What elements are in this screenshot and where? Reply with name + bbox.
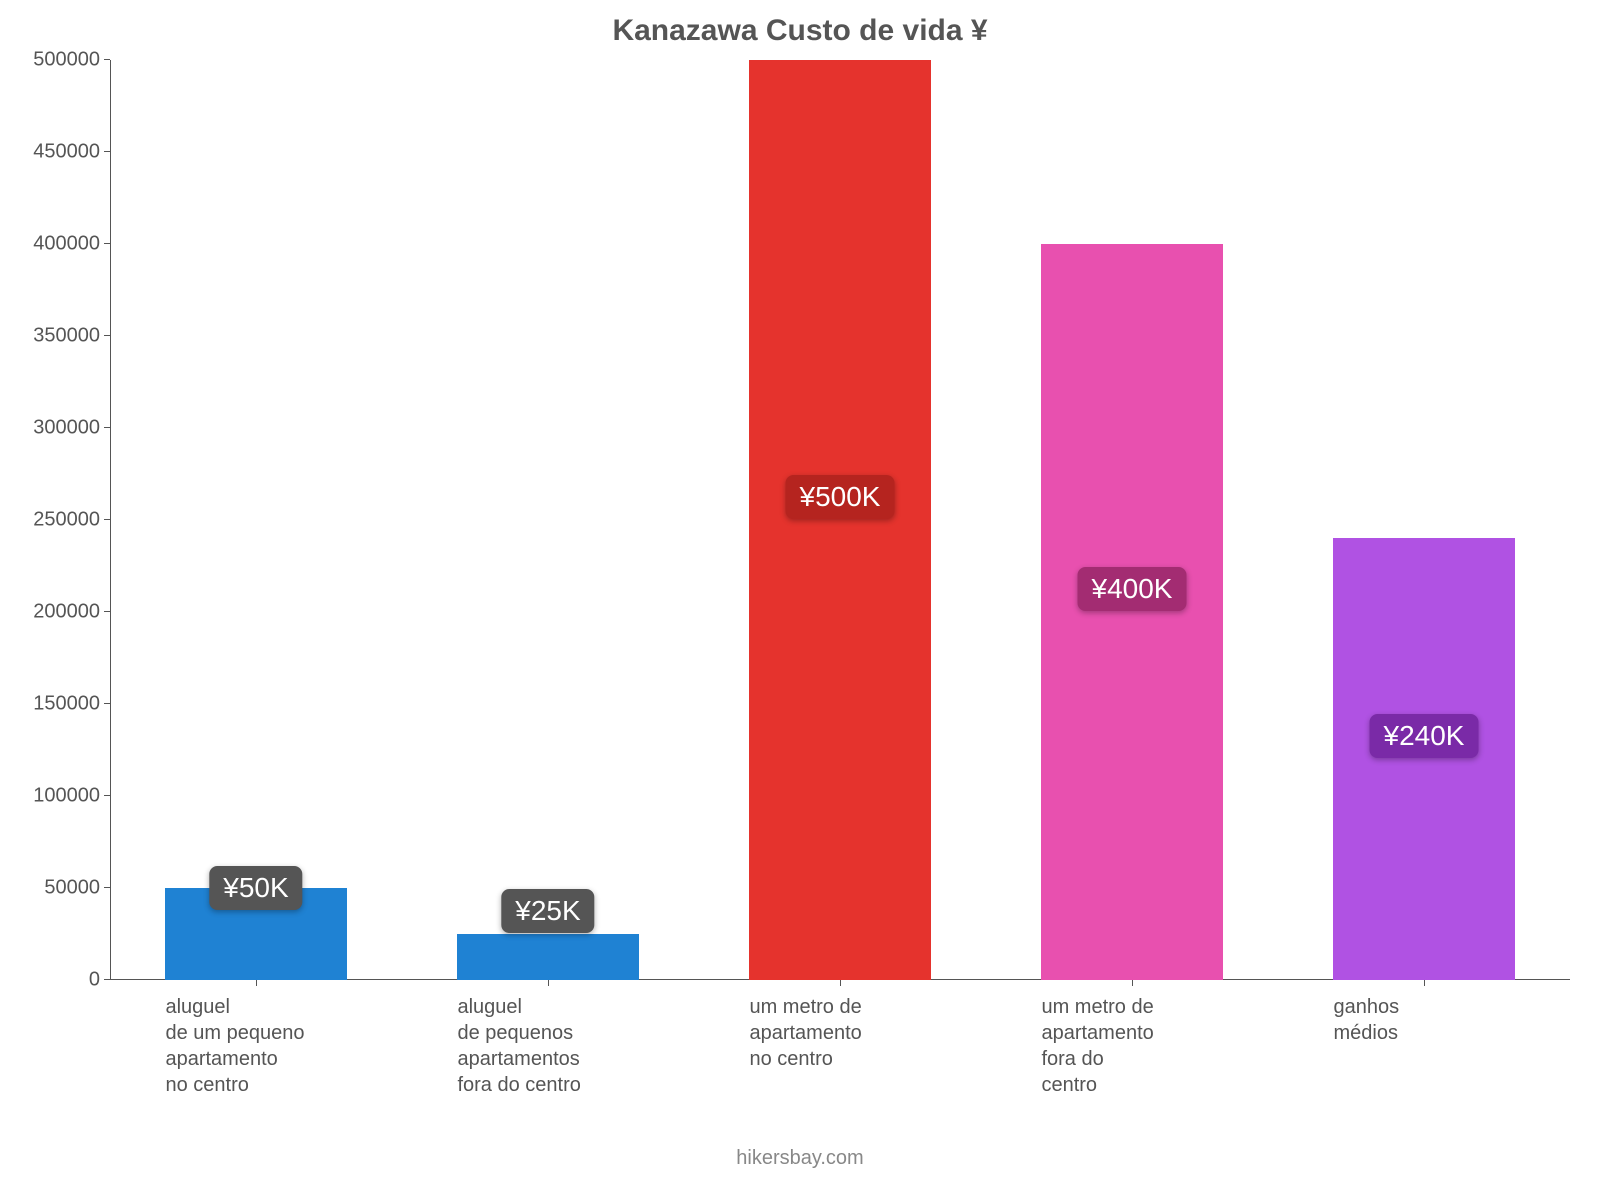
y-tick-label: 450000: [33, 141, 110, 164]
bar-value-badge: ¥240K: [1370, 714, 1479, 758]
x-tick-mark: [1424, 980, 1425, 986]
y-tick-label: 100000: [33, 785, 110, 808]
y-tick-mark: [104, 519, 110, 520]
y-tick-mark: [104, 887, 110, 888]
y-tick-mark: [104, 59, 110, 60]
y-tick-mark: [104, 243, 110, 244]
y-tick-label: 150000: [33, 693, 110, 716]
bar-value-badge: ¥25K: [501, 889, 594, 933]
credit-text: hikersbay.com: [0, 1147, 1600, 1170]
x-tick-label: um metro de apartamento no centro: [749, 980, 970, 1072]
y-tick-mark: [104, 611, 110, 612]
y-tick-mark: [104, 335, 110, 336]
chart-title: Kanazawa Custo de vida ¥: [0, 14, 1600, 48]
x-tick-label: aluguel de um pequeno apartamento no cen…: [165, 980, 386, 1098]
bar: ¥400K: [1041, 244, 1222, 980]
x-tick-label: aluguel de pequenos apartamentos fora do…: [457, 980, 678, 1098]
y-tick-mark: [104, 703, 110, 704]
y-tick-label: 300000: [33, 417, 110, 440]
y-tick-mark: [104, 979, 110, 980]
x-tick-mark: [1132, 980, 1133, 986]
y-tick-label: 250000: [33, 509, 110, 532]
y-tick-label: 200000: [33, 601, 110, 624]
x-tick-mark: [548, 980, 549, 986]
y-tick-label: 400000: [33, 233, 110, 256]
y-tick-mark: [104, 427, 110, 428]
bar: ¥240K: [1333, 538, 1514, 980]
bar: ¥50K: [165, 888, 346, 980]
y-tick-mark: [104, 795, 110, 796]
bar-value-badge: ¥400K: [1078, 567, 1187, 611]
x-tick-label: um metro de apartamento fora do centro: [1041, 980, 1262, 1098]
y-tick-label: 0: [89, 969, 110, 992]
y-tick-label: 50000: [44, 877, 110, 900]
x-tick-label: ganhos médios: [1333, 980, 1554, 1046]
x-tick-mark: [840, 980, 841, 986]
y-tick-label: 350000: [33, 325, 110, 348]
y-tick-mark: [104, 151, 110, 152]
plot-area: 0500001000001500002000002500003000003500…: [110, 60, 1570, 980]
bar-value-badge: ¥50K: [209, 866, 302, 910]
x-tick-mark: [256, 980, 257, 986]
y-tick-label: 500000: [33, 49, 110, 72]
bar: ¥25K: [457, 934, 638, 980]
bar: ¥500K: [749, 60, 930, 980]
bar-value-badge: ¥500K: [786, 475, 895, 519]
chart-container: Kanazawa Custo de vida ¥ 050000100000150…: [0, 0, 1600, 1200]
y-axis-line: [110, 60, 111, 980]
